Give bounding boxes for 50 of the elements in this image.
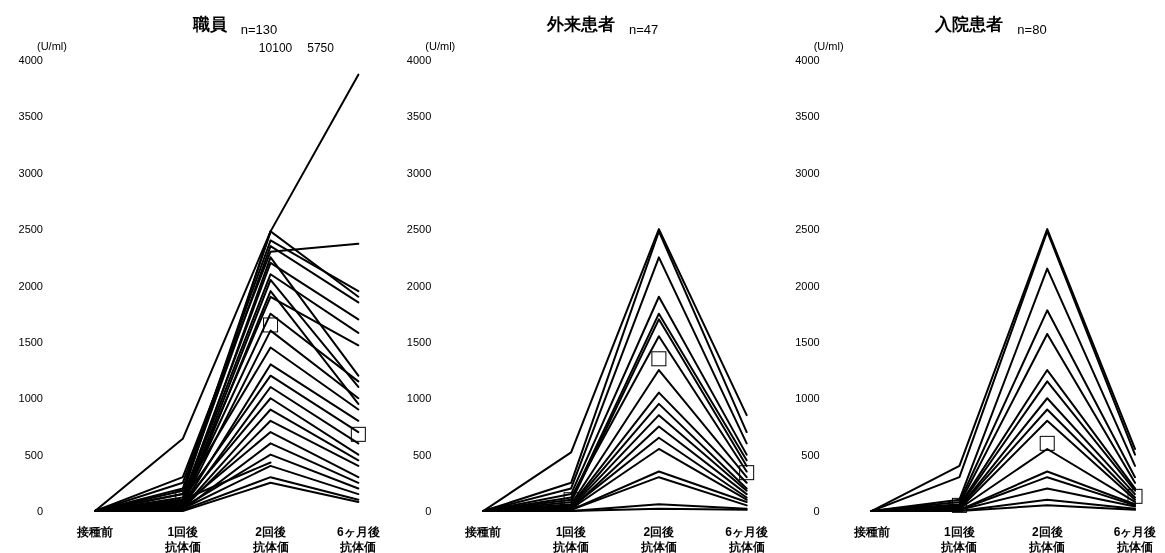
x-tick-label: 6ヶ月後抗体価 bbox=[336, 525, 380, 553]
x-tick-label: 2回後抗体価 bbox=[639, 525, 677, 553]
y-tick-label: 500 bbox=[24, 448, 43, 461]
y-tick-label: 1500 bbox=[406, 335, 432, 348]
y-tick-label: 1500 bbox=[795, 335, 820, 348]
y-tick-label: 2000 bbox=[406, 279, 432, 292]
chart-title: 職員 bbox=[191, 15, 228, 34]
y-tick-label: 3500 bbox=[795, 110, 820, 123]
x-tick-label: 1回後抗体価 bbox=[163, 525, 201, 553]
y-tick-label: 3000 bbox=[18, 166, 43, 179]
x-tick-label: 1回後抗体価 bbox=[552, 525, 590, 553]
y-tick-label: 4000 bbox=[406, 54, 432, 66]
y-axis-title: (U/ml) bbox=[425, 40, 456, 52]
chart-subtitle: n=80 bbox=[1017, 22, 1047, 37]
x-tick-label: 2回後抗体価 bbox=[251, 525, 289, 553]
y-tick-label: 2500 bbox=[406, 223, 432, 236]
y-tick-label: 2500 bbox=[18, 223, 43, 236]
chart-title: 入院患者 bbox=[934, 15, 1004, 34]
y-axis-title: (U/ml) bbox=[37, 40, 67, 52]
y-tick-label: 3000 bbox=[406, 166, 432, 179]
x-tick-label: 1回後抗体価 bbox=[940, 525, 978, 553]
y-tick-label: 3500 bbox=[406, 110, 432, 123]
x-tick-label: 接種前 bbox=[76, 525, 113, 539]
x-tick-label: 接種前 bbox=[852, 525, 890, 539]
text: 5750 bbox=[307, 41, 335, 55]
text: 10100 bbox=[258, 41, 293, 55]
x-tick-label: 2回後抗体価 bbox=[1028, 525, 1066, 553]
y-tick-label: 1000 bbox=[18, 392, 43, 405]
y-tick-label: 3500 bbox=[18, 110, 43, 123]
chart-title: 外来患者 bbox=[546, 15, 615, 34]
y-tick-label: 3000 bbox=[795, 166, 820, 179]
x-tick-label: 接種前 bbox=[464, 525, 502, 539]
y-tick-label: 0 bbox=[813, 505, 820, 517]
y-tick-label: 1500 bbox=[18, 335, 43, 348]
y-tick-label: 0 bbox=[36, 505, 43, 517]
x-tick-label: 6ヶ月後抗体価 bbox=[1113, 525, 1157, 553]
y-tick-label: 2500 bbox=[795, 223, 820, 236]
y-axis-title: (U/ml) bbox=[813, 40, 844, 52]
y-tick-label: 500 bbox=[801, 448, 820, 461]
x-tick-label: 6ヶ月後抗体価 bbox=[725, 525, 769, 553]
y-tick-label: 2000 bbox=[795, 279, 820, 292]
y-tick-label: 500 bbox=[412, 448, 432, 461]
y-tick-label: 1000 bbox=[406, 392, 432, 405]
chart-subtitle: n=47 bbox=[629, 22, 659, 37]
y-tick-label: 4000 bbox=[795, 54, 820, 66]
y-tick-label: 4000 bbox=[18, 54, 43, 66]
chart-subtitle: n=130 bbox=[240, 22, 278, 37]
y-tick-label: 1000 bbox=[795, 392, 820, 405]
y-tick-label: 2000 bbox=[18, 279, 43, 292]
y-tick-label: 0 bbox=[425, 505, 432, 517]
